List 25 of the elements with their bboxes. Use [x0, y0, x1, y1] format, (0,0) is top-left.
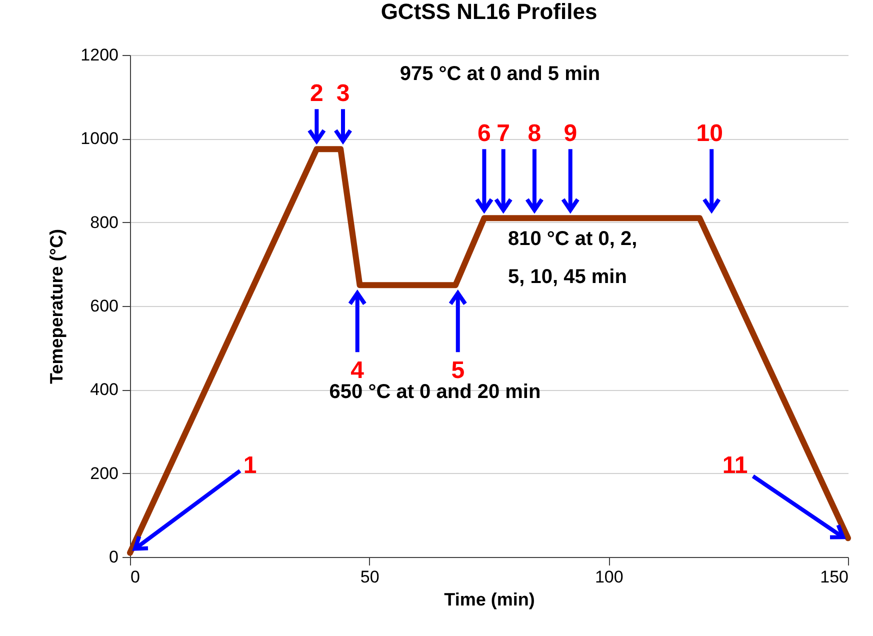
- annotation: 975 °C at 0 and 5 min: [400, 63, 600, 85]
- y-tick-label: 200: [90, 464, 118, 483]
- chart-title: GCtSS NL16 Profiles: [380, 0, 598, 24]
- annotation: 1: [243, 452, 257, 479]
- annotation: 2: [310, 80, 324, 108]
- annotation: 10: [696, 120, 723, 148]
- y-tick-label: 0: [109, 548, 118, 566]
- y-tick-label: 600: [90, 296, 118, 316]
- x-tick-label: 150: [820, 568, 848, 586]
- annotation: 11: [722, 452, 748, 480]
- y-tick-label: 1000: [80, 129, 118, 148]
- y-axis-title: Temeperature (°C): [46, 229, 67, 384]
- x-tick-label: 0: [130, 568, 140, 586]
- y-tick-label: 800: [90, 212, 118, 232]
- annotation: 3: [336, 80, 350, 108]
- x-tick-label: 50: [360, 568, 380, 586]
- y-tick-label: 400: [90, 380, 118, 400]
- x-axis-title: Time (min): [444, 590, 535, 610]
- annotation: 9: [564, 120, 578, 148]
- annotation: 8: [528, 120, 542, 148]
- annotation: 6: [478, 120, 491, 148]
- annotation: 7: [496, 120, 510, 148]
- x-tick-label: 100: [594, 568, 624, 586]
- annotation: 810 °C at 0, 2, 5, 10, 45 min: [508, 228, 638, 288]
- y-tick-label: 1200: [80, 46, 118, 64]
